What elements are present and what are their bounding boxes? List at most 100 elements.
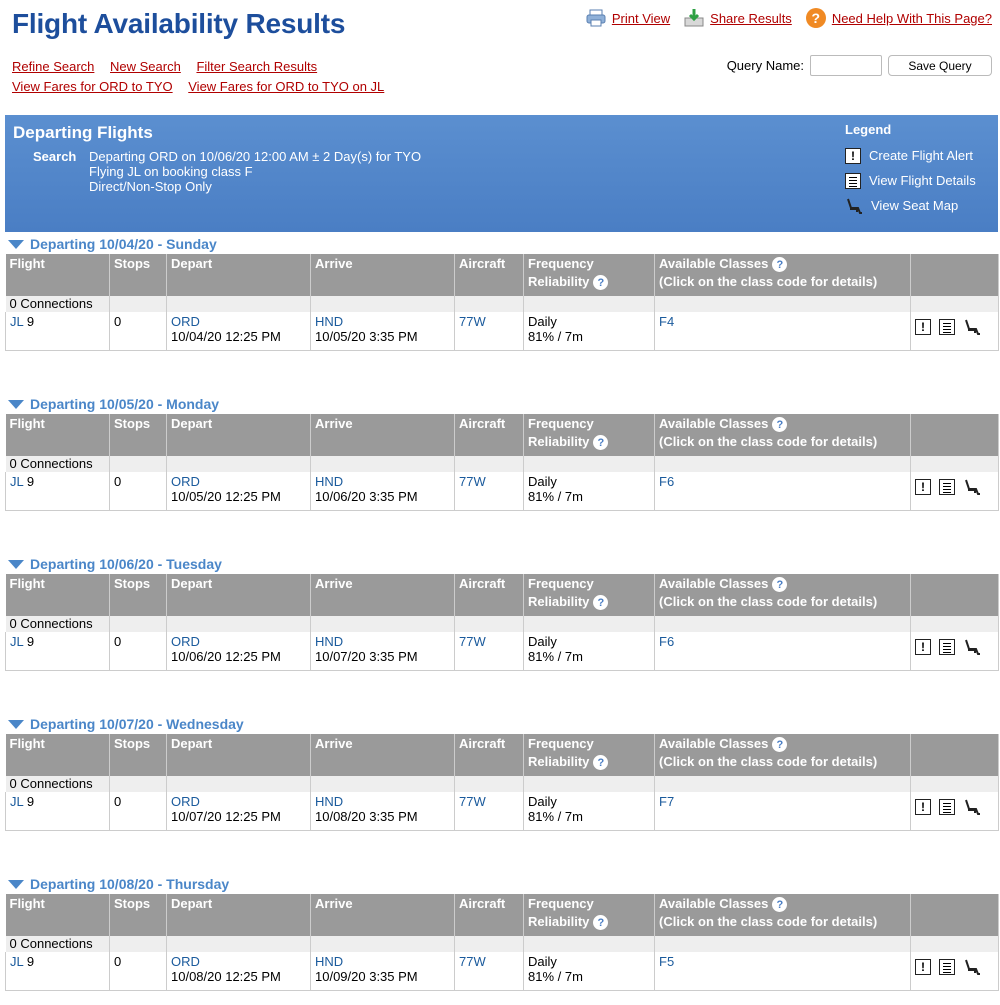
new-search-link[interactable]: New Search xyxy=(110,59,181,74)
class-code-link[interactable]: F5 xyxy=(659,954,675,969)
create-alert-icon[interactable]: ! xyxy=(915,639,931,655)
legend-alert: ! Create Flight Alert xyxy=(845,143,976,168)
reliability-help-icon[interactable]: ? xyxy=(593,595,609,611)
class-code-link[interactable]: F4 xyxy=(659,314,675,329)
create-alert-icon[interactable]: ! xyxy=(915,479,931,495)
col-flight: Flight xyxy=(5,414,110,456)
collapse-triangle-icon[interactable] xyxy=(8,879,24,889)
reliability-help-icon[interactable]: ? xyxy=(593,435,609,451)
aircraft-link[interactable]: 77W xyxy=(459,794,486,809)
frequency-cell: Daily 81% / 7m xyxy=(523,792,655,831)
day-header-label[interactable]: Departing 10/05/20 - Monday xyxy=(30,396,220,412)
airline-link[interactable]: JL xyxy=(10,954,24,969)
collapse-triangle-icon[interactable] xyxy=(8,399,24,409)
collapse-triangle-icon[interactable] xyxy=(8,239,24,249)
save-query-button[interactable]: Save Query xyxy=(888,55,992,76)
day-header[interactable]: Departing 10/07/20 - Wednesday xyxy=(5,714,998,734)
share-results-link[interactable]: Share Results xyxy=(684,8,792,28)
airline-link[interactable]: JL xyxy=(10,314,24,329)
airline-link[interactable]: JL xyxy=(10,634,24,649)
depart-airport-link[interactable]: ORD xyxy=(171,634,200,649)
seat-map-icon[interactable] xyxy=(963,318,981,336)
col-stops: Stops xyxy=(109,414,167,456)
flight-details-icon[interactable] xyxy=(939,959,955,975)
classes-help-icon[interactable]: ? xyxy=(772,257,788,273)
flight-details-icon[interactable] xyxy=(939,319,955,335)
view-fares-route-airline-link[interactable]: View Fares for ORD to TYO on JL xyxy=(188,79,385,94)
collapse-triangle-icon[interactable] xyxy=(8,559,24,569)
col-classes: Available Classes? (Click on the class c… xyxy=(654,894,911,936)
classes-help-icon[interactable]: ? xyxy=(772,737,788,753)
classes-help-icon[interactable]: ? xyxy=(772,897,788,913)
depart-airport-link[interactable]: ORD xyxy=(171,794,200,809)
col-arrive: Arrive xyxy=(310,894,455,936)
print-view-label[interactable]: Print View xyxy=(611,10,671,26)
airline-link[interactable]: JL xyxy=(10,474,24,489)
day-header-label[interactable]: Departing 10/08/20 - Thursday xyxy=(30,876,230,892)
reliability-value: 81% / 7m xyxy=(528,489,583,504)
seat-map-icon[interactable] xyxy=(963,958,981,976)
arrive-airport-link[interactable]: HND xyxy=(315,634,344,649)
day-header-label[interactable]: Departing 10/07/20 - Wednesday xyxy=(30,716,244,732)
page-title: Flight Availability Results xyxy=(12,8,346,39)
flight-cell: JL 9 xyxy=(5,792,110,831)
arrive-airport-link[interactable]: HND xyxy=(315,474,344,489)
reliability-help-icon[interactable]: ? xyxy=(593,915,609,931)
table-row: JL 9 0 ORD 10/06/20 12:25 PM HND 10/07/2… xyxy=(5,632,999,671)
class-code-link[interactable]: F6 xyxy=(659,474,675,489)
day-header-label[interactable]: Departing 10/04/20 - Sunday xyxy=(30,236,217,252)
col-classes-label: Available Classes xyxy=(659,416,769,431)
reliability-help-icon[interactable]: ? xyxy=(593,275,609,291)
create-alert-icon[interactable]: ! xyxy=(915,319,931,335)
filter-results-link[interactable]: Filter Search Results xyxy=(196,59,318,74)
frequency-cell: Daily 81% / 7m xyxy=(523,632,655,671)
refine-search-link[interactable]: Refine Search xyxy=(12,59,95,74)
aircraft-link[interactable]: 77W xyxy=(459,954,486,969)
query-name-input[interactable] xyxy=(810,55,882,76)
flight-details-icon[interactable] xyxy=(939,479,955,495)
seat-map-icon[interactable] xyxy=(963,798,981,816)
arrive-airport-link[interactable]: HND xyxy=(315,314,344,329)
day-header-label[interactable]: Departing 10/06/20 - Tuesday xyxy=(30,556,222,572)
help-label[interactable]: Need Help With This Page? xyxy=(831,10,992,26)
arrive-airport-link[interactable]: HND xyxy=(315,794,344,809)
aircraft-link[interactable]: 77W xyxy=(459,634,486,649)
help-link[interactable]: ? Need Help With This Page? xyxy=(805,8,992,28)
day-header[interactable]: Departing 10/06/20 - Tuesday xyxy=(5,554,998,574)
day-header[interactable]: Departing 10/05/20 - Monday xyxy=(5,394,998,414)
classes-help-icon[interactable]: ? xyxy=(772,417,788,433)
depart-cell: ORD 10/08/20 12:25 PM xyxy=(166,952,311,991)
share-results-label[interactable]: Share Results xyxy=(710,10,792,26)
airline-link[interactable]: JL xyxy=(10,794,24,809)
class-code-link[interactable]: F7 xyxy=(659,794,675,809)
arrive-time: 10/09/20 3:35 PM xyxy=(315,969,418,984)
day-header[interactable]: Departing 10/04/20 - Sunday xyxy=(5,234,998,254)
depart-airport-link[interactable]: ORD xyxy=(171,474,200,489)
class-code-link[interactable]: F6 xyxy=(659,634,675,649)
legend-details: View Flight Details xyxy=(845,168,976,193)
seat-map-icon[interactable] xyxy=(963,478,981,496)
classes-help-icon[interactable]: ? xyxy=(772,577,788,593)
day-header[interactable]: Departing 10/08/20 - Thursday xyxy=(5,874,998,894)
create-alert-icon[interactable]: ! xyxy=(915,799,931,815)
col-aircraft: Aircraft xyxy=(454,734,524,776)
col-stops: Stops xyxy=(109,254,167,296)
print-view-link[interactable]: Print View xyxy=(586,9,670,27)
aircraft-link[interactable]: 77W xyxy=(459,314,486,329)
collapse-triangle-icon[interactable] xyxy=(8,719,24,729)
col-classes-label: Available Classes xyxy=(659,736,769,751)
depart-airport-link[interactable]: ORD xyxy=(171,954,200,969)
frequency-cell: Daily 81% / 7m xyxy=(523,312,655,351)
flight-details-icon[interactable] xyxy=(939,639,955,655)
depart-airport-link[interactable]: ORD xyxy=(171,314,200,329)
reliability-help-icon[interactable]: ? xyxy=(593,755,609,771)
aircraft-link[interactable]: 77W xyxy=(459,474,486,489)
view-fares-route-link[interactable]: View Fares for ORD to TYO xyxy=(12,79,173,94)
seat-map-icon[interactable] xyxy=(963,638,981,656)
actions-cell: ! xyxy=(910,952,999,991)
flight-details-icon[interactable] xyxy=(939,799,955,815)
printer-icon xyxy=(586,9,606,27)
arrive-airport-link[interactable]: HND xyxy=(315,954,344,969)
create-alert-icon[interactable]: ! xyxy=(915,959,931,975)
frequency-value: Daily xyxy=(528,634,557,649)
